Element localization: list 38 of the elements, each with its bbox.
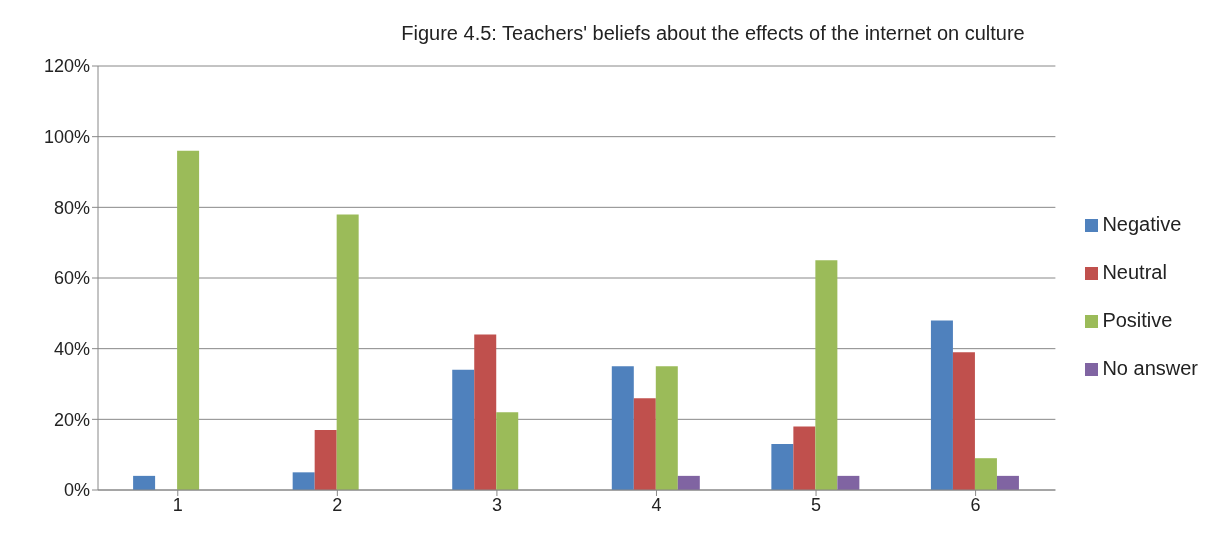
bar: [837, 475, 860, 490]
x-tick-label: 6: [970, 494, 981, 515]
bar: [677, 475, 700, 490]
bar: [133, 475, 156, 490]
x-tick-label: 5: [811, 494, 822, 515]
y-tick-label: 120%: [43, 56, 90, 77]
bar: [771, 444, 794, 490]
bar: [655, 366, 678, 490]
bar: [952, 352, 975, 490]
bar: [633, 398, 656, 490]
x-tick-label: 4: [651, 494, 662, 515]
y-tick-label: 40%: [53, 339, 90, 360]
legend-label: No answer: [1102, 357, 1198, 379]
bar: [611, 366, 634, 490]
bar: [974, 458, 997, 490]
y-tick-label: 60%: [53, 268, 90, 289]
bar: [496, 412, 519, 490]
y-tick-label: 0%: [63, 480, 90, 501]
bar: [177, 150, 200, 490]
bar: [815, 260, 838, 490]
x-tick-label: 1: [172, 494, 183, 515]
legend-label: Positive: [1102, 309, 1173, 331]
chart-title: Figure 4.5: Teachers' beliefs about the effects of the internet on culture: [400, 21, 1026, 46]
legend-label: Negative: [1102, 213, 1182, 235]
bar: [292, 472, 315, 490]
legend-label: Neutral: [1102, 261, 1167, 283]
x-tick-label: 3: [491, 494, 502, 515]
bar: [336, 214, 359, 490]
bar: [930, 320, 953, 490]
bar: [474, 334, 497, 490]
y-tick-label: 100%: [43, 127, 90, 148]
bar: [996, 475, 1019, 490]
bar: [793, 426, 816, 490]
x-tick-label: 2: [332, 494, 343, 515]
bar: [452, 369, 475, 490]
y-tick-label: 80%: [53, 197, 90, 218]
bar: [314, 429, 337, 490]
y-tick-label: 20%: [53, 409, 90, 430]
